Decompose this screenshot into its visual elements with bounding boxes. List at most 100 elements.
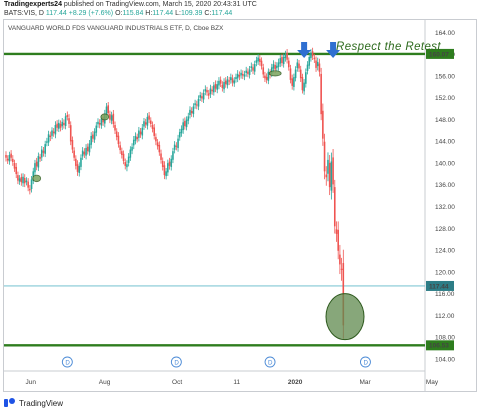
x-tick-label: May: [426, 379, 439, 386]
candle-body: [167, 163, 169, 173]
price-level-label: 106.53: [429, 343, 449, 350]
candle-body: [42, 150, 45, 153]
candle-body: [158, 144, 161, 153]
candle-body: [119, 145, 121, 151]
candle-body: [115, 131, 118, 138]
symbol-line: BATS:VIS, D: [4, 10, 44, 17]
candle-body: [23, 177, 26, 184]
candle-body: [253, 64, 256, 72]
candle-body: [221, 84, 224, 89]
x-tick-label: Aug: [99, 379, 111, 386]
candle-body: [228, 80, 230, 82]
candle-body: [18, 178, 21, 182]
candle-body: [13, 163, 16, 169]
candle-body: [192, 106, 195, 115]
candle-body: [308, 57, 311, 66]
candle-body: [240, 72, 242, 76]
candle-body: [277, 62, 280, 67]
candle-body: [322, 110, 324, 139]
candle-body: [301, 77, 304, 91]
candle-body: [195, 104, 198, 106]
candle-body: [172, 151, 174, 160]
candle-body: [136, 136, 138, 140]
author-name: Tradingexperts24: [4, 1, 62, 8]
y-tick-label: 152.00: [435, 95, 455, 102]
candle-body: [272, 64, 275, 69]
y-tick-label: 140.00: [435, 160, 455, 167]
candle-body: [153, 127, 156, 136]
candle-body: [245, 70, 247, 73]
candle-body: [138, 130, 140, 138]
candle-body: [327, 159, 329, 174]
candle-body: [29, 188, 31, 191]
dividend-marker-label: D: [363, 359, 368, 366]
candle-body: [175, 145, 178, 147]
candle-body: [197, 98, 200, 107]
candle-body: [330, 161, 333, 191]
candle-body: [121, 151, 123, 155]
low-label: L:: [175, 10, 181, 17]
candle-body: [134, 135, 137, 141]
y-tick-label: 128.00: [435, 226, 455, 233]
candle-body: [39, 156, 41, 159]
candle-body: [52, 131, 55, 134]
candle-body: [73, 150, 75, 158]
retest-highlight-ellipse: [325, 293, 365, 341]
candle-body: [155, 137, 157, 142]
candle-body: [76, 164, 79, 172]
candle-body: [47, 134, 50, 143]
candle-body: [80, 157, 82, 167]
candle-body: [151, 125, 154, 129]
y-tick-label: 112.00: [435, 313, 455, 320]
candle-body: [267, 71, 270, 81]
dividend-marker-icon: [359, 356, 371, 368]
candle-body: [252, 67, 254, 71]
candle-body: [69, 125, 72, 142]
candle-body: [93, 131, 96, 140]
footer: TradingView: [4, 396, 63, 410]
candle-body: [224, 80, 227, 85]
candle-body: [148, 115, 150, 120]
candle-body: [22, 176, 24, 184]
candle-body: [332, 157, 334, 185]
candle-body: [66, 114, 69, 117]
candle-body: [25, 180, 28, 183]
candle-body: [243, 74, 246, 77]
candle-body: [37, 156, 40, 168]
open-value: 115.84: [122, 10, 144, 17]
candle-body: [202, 92, 205, 100]
high-label: H:: [145, 10, 153, 17]
high-value: 117.44: [152, 10, 174, 17]
price-level-tag: [426, 48, 454, 59]
candle-body: [27, 181, 29, 188]
low-value: 109.39: [180, 10, 203, 17]
price-chart[interactable]: 104.00 108.00 112.00 116.00 120.00 124.00 128.…: [4, 20, 476, 391]
last-price-label: 117.44: [429, 283, 449, 290]
candle-body: [185, 119, 188, 128]
candle-body: [168, 161, 171, 166]
candle-body: [207, 93, 210, 96]
candle-body: [95, 125, 98, 133]
chart-panel[interactable]: 104.00 108.00 112.00 116.00 120.00 124.00 128.…: [3, 19, 477, 392]
candle-body: [64, 116, 67, 127]
candle-body: [127, 156, 130, 163]
close-value: 117.44: [211, 10, 233, 17]
dividend-marker-label: D: [65, 359, 70, 366]
arrow-shape: [297, 42, 312, 58]
change-text: +8.29 (+7.6%): [68, 10, 114, 17]
candle-body: [247, 71, 249, 74]
x-tick-label: Jun: [26, 379, 37, 386]
candle-body: [58, 122, 60, 129]
candle-body: [173, 144, 176, 150]
candle-body: [35, 161, 38, 167]
candle-body: [15, 166, 18, 175]
y-tick-label: 148.00: [435, 117, 455, 124]
candle-body: [259, 58, 261, 62]
candle-body: [299, 69, 302, 79]
footer-brand: TradingView: [19, 398, 64, 408]
dividend-marker-icon: [61, 356, 73, 368]
annotation-text: Respect the Retest: [336, 41, 441, 53]
candle-body: [211, 89, 213, 92]
candle-body: [284, 54, 287, 59]
candle-body: [279, 58, 282, 64]
